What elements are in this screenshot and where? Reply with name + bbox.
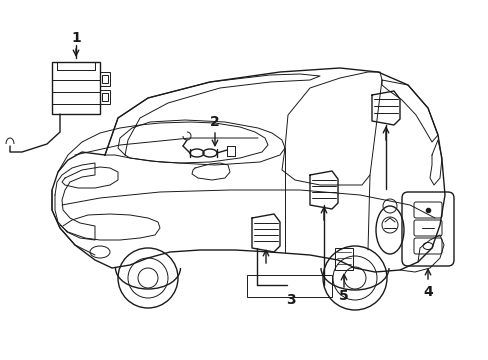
Text: 1: 1	[71, 31, 81, 45]
Text: 5: 5	[339, 289, 348, 303]
Bar	[102, 75, 108, 83]
Bar	[246, 275, 331, 297]
Bar	[52, 62, 100, 114]
Text: 4: 4	[422, 285, 432, 299]
Bar	[334, 248, 352, 270]
Bar	[100, 90, 110, 104]
Text: 2: 2	[210, 115, 220, 129]
Bar	[102, 93, 108, 101]
Text: 3: 3	[285, 293, 295, 307]
Bar	[100, 72, 110, 86]
